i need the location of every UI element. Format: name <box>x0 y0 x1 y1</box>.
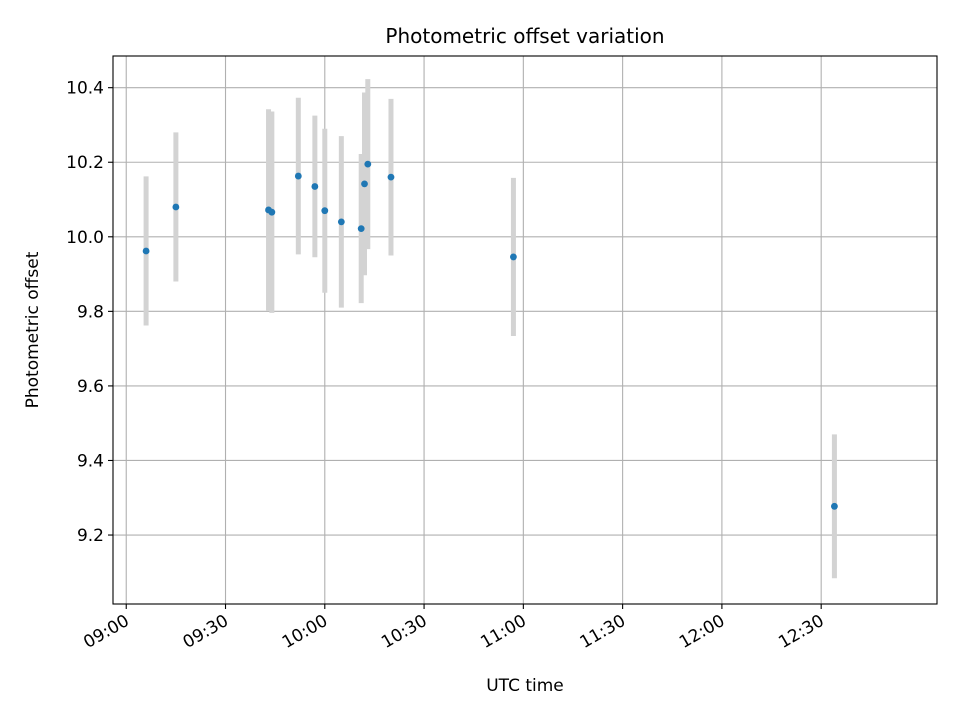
data-point <box>142 247 150 255</box>
data-point <box>510 253 517 261</box>
y-tick-label: 9.4 <box>77 451 104 471</box>
data-point <box>357 225 365 233</box>
y-tick-label: 9.6 <box>77 377 104 397</box>
chart-title: Photometric offset variation <box>385 24 664 48</box>
data-point <box>172 203 180 211</box>
data-point <box>311 183 319 190</box>
data-point <box>364 160 372 168</box>
data-point <box>321 207 329 215</box>
y-axis-label: Photometric offset <box>23 251 43 408</box>
plot-area-frame <box>112 55 938 605</box>
y-tick-label: 9.8 <box>77 302 104 322</box>
data-point <box>361 180 368 188</box>
x-axis-label: UTC time <box>486 676 564 696</box>
data-point <box>294 172 302 180</box>
data-point <box>268 208 276 216</box>
data-point <box>337 218 345 226</box>
y-tick-label: 10.4 <box>66 79 104 99</box>
y-tick-label: 10.0 <box>66 228 104 248</box>
y-axis-ticks: 9.2 9.4 9.6 9.8 10.0 10.2 10.4 <box>66 79 113 546</box>
data-points <box>142 160 838 510</box>
data-point <box>831 502 838 510</box>
y-tick-label: 9.2 <box>77 526 104 546</box>
y-tick-label: 10.2 <box>66 153 104 173</box>
data-point <box>387 173 395 181</box>
